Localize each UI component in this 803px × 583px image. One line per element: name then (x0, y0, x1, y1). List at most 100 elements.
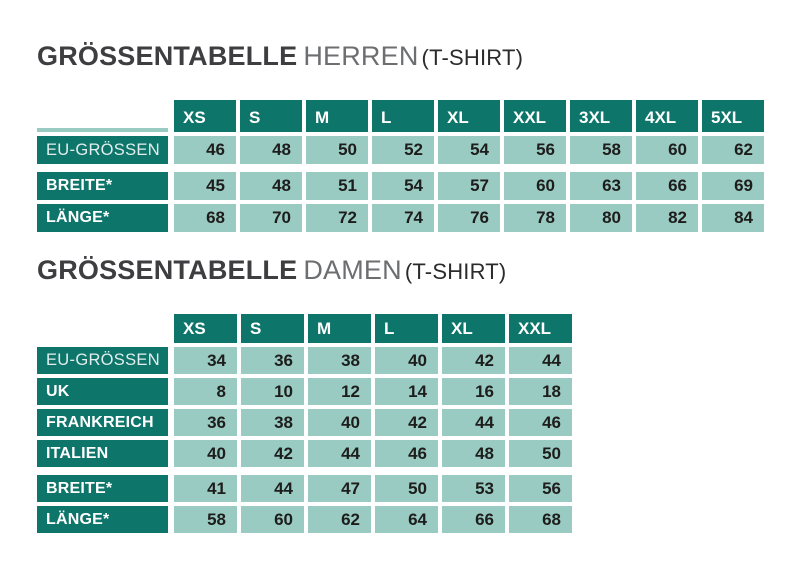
size-value-cell: 46 (174, 136, 236, 164)
size-value-cell: 64 (375, 506, 438, 533)
column-header-xxl: XXL (504, 100, 566, 132)
size-value-cell: 44 (308, 440, 371, 467)
column-header-xxl: XXL (509, 314, 572, 343)
size-value-cell: 50 (306, 136, 368, 164)
size-value-cell: 70 (240, 204, 302, 232)
title-garment: (T-SHIRT) (421, 45, 524, 70)
size-value-cell: 57 (438, 172, 500, 200)
row-label: BREITE* (37, 475, 168, 502)
size-value-cell: 82 (636, 204, 698, 232)
size-value-cell: 42 (442, 347, 505, 374)
title-audience: DAMEN (303, 255, 402, 285)
size-value-cell: 51 (306, 172, 368, 200)
table-row-uk: UK 8 10 12 14 16 18 (37, 378, 803, 405)
size-value-cell: 40 (375, 347, 438, 374)
section-title: GRÖSSENTABELLE DAMEN (T-SHIRT) (37, 254, 803, 288)
row-label: LÄNGE* (37, 506, 168, 533)
column-header-xs: XS (174, 100, 236, 132)
size-value-cell: 40 (308, 409, 371, 436)
size-header-row: XS S M L XL XXL 3XL 4XL 5XL (37, 100, 803, 132)
column-header-l: L (375, 314, 438, 343)
column-header-m: M (306, 100, 368, 132)
row-label: BREITE* (37, 172, 168, 200)
size-value-cell: 41 (174, 475, 237, 502)
size-value-cell: 60 (636, 136, 698, 164)
size-value-cell: 56 (504, 136, 566, 164)
column-header-5xl: 5XL (702, 100, 764, 132)
table-row-eugrssen: EU-GRÖSSEN 34 36 38 40 42 44 (37, 347, 803, 374)
row-label: UK (37, 378, 168, 405)
size-value-cell: 42 (375, 409, 438, 436)
table-row-italien: ITALIEN 40 42 44 46 48 50 (37, 440, 803, 467)
size-value-cell: 16 (442, 378, 505, 405)
size-value-cell: 66 (442, 506, 505, 533)
row-label: ITALIEN (37, 440, 168, 467)
size-value-cell: 48 (240, 136, 302, 164)
table-row-breite: BREITE* 41 44 47 50 53 56 (37, 475, 803, 502)
size-value-cell: 45 (174, 172, 236, 200)
size-value-cell: 76 (438, 204, 500, 232)
size-value-cell: 46 (509, 409, 572, 436)
column-header-s: S (241, 314, 304, 343)
size-value-cell: 74 (372, 204, 434, 232)
size-value-cell: 18 (509, 378, 572, 405)
column-header-3xl: 3XL (570, 100, 632, 132)
size-value-cell: 72 (306, 204, 368, 232)
table-row-eugrssen: EU-GRÖSSEN 46 48 50 52 54 56 58 60 62 (37, 136, 803, 164)
size-value-cell: 50 (375, 475, 438, 502)
table-row-frankreich: FRANKREICH 36 38 40 42 44 46 (37, 409, 803, 436)
size-value-cell: 60 (504, 172, 566, 200)
size-value-cell: 53 (442, 475, 505, 502)
row-label: LÄNGE* (37, 204, 168, 232)
size-value-cell: 8 (174, 378, 237, 405)
title-main: GRÖSSENTABELLE (37, 41, 298, 71)
section-title: GRÖSSENTABELLE HERREN (T-SHIRT) (37, 40, 803, 74)
size-value-cell: 38 (308, 347, 371, 374)
table-row-breite: BREITE* 45 48 51 54 57 60 63 66 69 (37, 172, 803, 200)
size-value-cell: 54 (372, 172, 434, 200)
size-value-cell: 66 (636, 172, 698, 200)
corner-spacer (37, 100, 168, 132)
table-row-lnge: LÄNGE* 68 70 72 74 76 78 80 82 84 (37, 204, 803, 232)
title-garment: (T-SHIRT) (404, 259, 507, 284)
size-value-cell: 62 (308, 506, 371, 533)
column-header-s: S (240, 100, 302, 132)
size-value-cell: 34 (174, 347, 237, 374)
size-value-cell: 84 (702, 204, 764, 232)
size-value-cell: 60 (241, 506, 304, 533)
size-value-cell: 78 (504, 204, 566, 232)
size-value-cell: 38 (241, 409, 304, 436)
size-value-cell: 36 (174, 409, 237, 436)
size-value-cell: 14 (375, 378, 438, 405)
column-header-m: M (308, 314, 371, 343)
size-value-cell: 42 (241, 440, 304, 467)
size-value-cell: 69 (702, 172, 764, 200)
size-header-row: XS S M L XL XXL (37, 314, 803, 343)
size-value-cell: 63 (570, 172, 632, 200)
corner-spacer (37, 314, 168, 343)
size-value-cell: 10 (241, 378, 304, 405)
size-value-cell: 12 (308, 378, 371, 405)
size-value-cell: 36 (241, 347, 304, 374)
column-header-xl: XL (442, 314, 505, 343)
size-value-cell: 62 (702, 136, 764, 164)
size-value-cell: 40 (174, 440, 237, 467)
size-value-cell: 80 (570, 204, 632, 232)
size-value-cell: 44 (241, 475, 304, 502)
size-value-cell: 52 (372, 136, 434, 164)
size-value-cell: 58 (570, 136, 632, 164)
size-value-cell: 44 (509, 347, 572, 374)
size-value-cell: 68 (174, 204, 236, 232)
size-value-cell: 46 (375, 440, 438, 467)
title-audience: HERREN (303, 41, 419, 71)
row-label: EU-GRÖSSEN (37, 136, 168, 164)
row-label: EU-GRÖSSEN (37, 347, 168, 374)
size-value-cell: 56 (509, 475, 572, 502)
table-row-lnge: LÄNGE* 58 60 62 64 66 68 (37, 506, 803, 533)
size-value-cell: 47 (308, 475, 371, 502)
title-main: GRÖSSENTABELLE (37, 255, 298, 285)
size-value-cell: 54 (438, 136, 500, 164)
size-value-cell: 48 (240, 172, 302, 200)
size-value-cell: 48 (442, 440, 505, 467)
